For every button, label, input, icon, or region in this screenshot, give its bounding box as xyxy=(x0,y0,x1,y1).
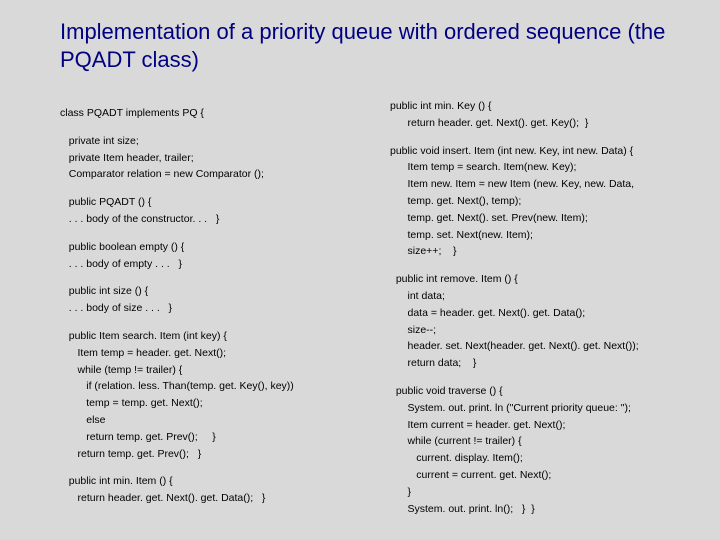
code-block: public boolean empty () { . . . body of … xyxy=(60,239,370,273)
code-column-left: class PQADT implements PQ { private int … xyxy=(60,105,370,518)
code-block: public int min. Item () { return header.… xyxy=(60,473,370,507)
code-block: public void insert. Item (int new. Key, … xyxy=(390,143,700,261)
code-block: public void traverse () { System. out. p… xyxy=(390,383,700,517)
code-block: class PQADT implements PQ { xyxy=(60,105,370,122)
code-column-right: public int min. Key () { return header. … xyxy=(390,98,700,528)
code-block: private int size; private Item header, t… xyxy=(60,133,370,183)
slide-title: Implementation of a priority queue with … xyxy=(60,18,680,73)
code-block: public Item search. Item (int key) { Ite… xyxy=(60,328,370,462)
code-block: public int size () { . . . body of size … xyxy=(60,283,370,317)
code-block: public PQADT () { . . . body of the cons… xyxy=(60,194,370,228)
code-block: public int remove. Item () { int data; d… xyxy=(390,271,700,372)
code-block: public int min. Key () { return header. … xyxy=(390,98,700,132)
